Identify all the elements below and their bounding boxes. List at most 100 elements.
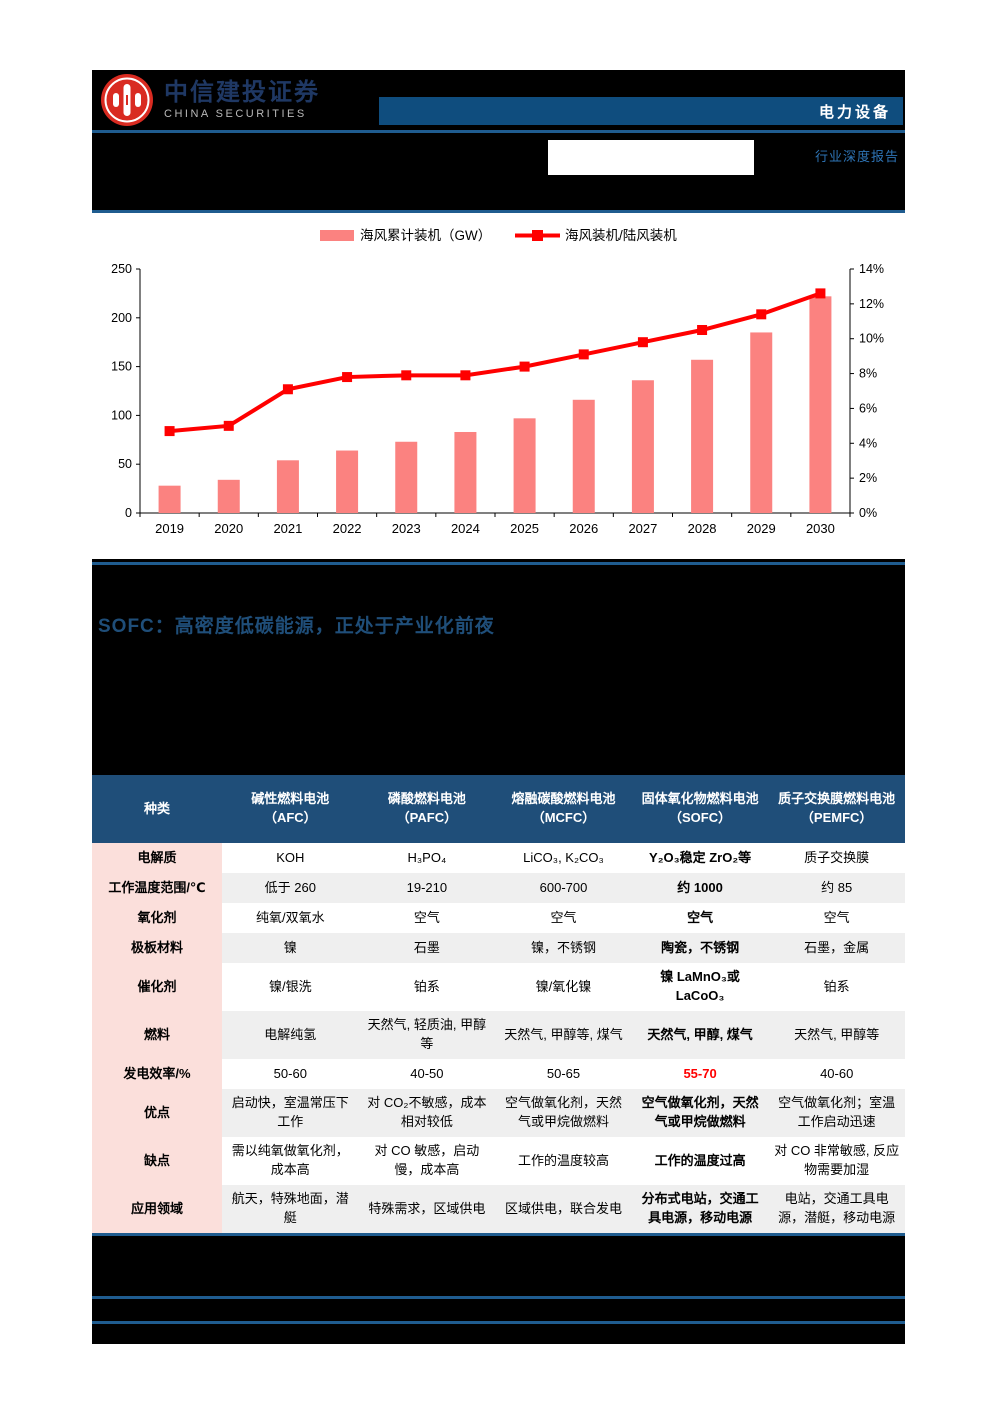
bar-offshore-capacity (276, 460, 299, 513)
x-axis-label: 2025 (510, 521, 539, 536)
table-cell: 50-65 (495, 1059, 632, 1089)
x-axis-label: 2030 (806, 521, 835, 536)
table-cell: 分布式电站，交通工具电源，移动电源 (631, 1185, 769, 1233)
bar-offshore-capacity (631, 380, 654, 513)
table-cell: 空气 (358, 903, 496, 933)
table-cell: H₃PO₄ (358, 843, 496, 873)
x-axis-label: 2023 (392, 521, 421, 536)
x-axis-label: 2029 (747, 521, 776, 536)
divider-line-bottom-1 (92, 1296, 905, 1299)
row-label: 缺点 (92, 1137, 222, 1185)
bar-offshore-capacity (336, 450, 359, 513)
table-cell: 纯氧/双氧水 (222, 903, 359, 933)
legend-line-marker (532, 230, 543, 241)
legend-bar-swatch (320, 230, 354, 241)
row-label: 优点 (92, 1089, 222, 1137)
table-header-cell: 固体氧化物燃料电池 （SOFC） (631, 775, 769, 843)
brand-name-cn: 中信建投证券 (164, 78, 320, 106)
table-cell: 区域供电，联合发电 (495, 1185, 632, 1233)
line-offshore-ratio (169, 291, 822, 434)
legend-bar-label: 海风累计装机（GW） (360, 228, 491, 243)
fuel-cell-table-wrap: 种类 碱性燃料电池 （AFC） 磷酸燃料电池 （PAFC） 熔融碳酸燃料电池 （MCFC）固… (92, 775, 905, 1236)
table-header-cell: 磷酸燃料电池 （PAFC） (358, 775, 496, 843)
table-cell: 特殊需求，区域供电 (358, 1185, 496, 1233)
table-cell: 空气 (495, 903, 632, 933)
table-cell: Y₂O₃稳定 ZrO₂等 (631, 843, 769, 873)
left-axis-label: 250 (111, 262, 132, 276)
table-cell: 对 CO₂不敏感，成本相对较低 (358, 1089, 496, 1137)
x-axis-label: 2027 (628, 521, 657, 536)
left-axis-label: 100 (111, 408, 132, 422)
report-content-area: 中信建投证券 CHINA SECURITIES 电力设备 行业深度报告 0 50 1… (92, 70, 905, 1344)
brand-text: 中信建投证券 CHINA SECURITIES (164, 78, 320, 120)
divider-line-top (92, 130, 905, 133)
row-label: 催化剂 (92, 963, 222, 1011)
bar-offshore-capacity (572, 399, 595, 513)
x-axis-label: 2028 (688, 521, 717, 536)
bar-offshore-capacity (217, 479, 240, 513)
line-marker (519, 361, 530, 372)
divider-line-bottom-2 (92, 1321, 905, 1324)
table-cell: 约 85 (768, 873, 905, 903)
table-cell: 对 CO 敏感，启动慢，成本高 (358, 1137, 496, 1185)
table-cell: 空气做氧化剂，天然气或甲烷做燃料 (631, 1089, 769, 1137)
line-marker (578, 349, 589, 360)
left-axis-label: 150 (111, 360, 132, 374)
report-type-label: 行业深度报告 (814, 149, 899, 164)
line-marker (815, 288, 826, 299)
line-marker (460, 370, 471, 381)
x-axis-label: 2026 (569, 521, 598, 536)
table-cell: 陶瓷，不锈钢 (631, 933, 769, 963)
table-cell: 启动快，室温常压下工作 (222, 1089, 359, 1137)
right-axis-label: 6% (859, 401, 877, 415)
bar-offshore-capacity (750, 332, 773, 513)
table-cell: 19-210 (358, 873, 496, 903)
table-cell: 铂系 (358, 963, 496, 1011)
table-cell: 空气 (768, 903, 905, 933)
row-label: 燃料 (92, 1011, 222, 1059)
table-cell: 石墨 (358, 933, 496, 963)
left-axis-label: 0 (125, 506, 132, 520)
table-cell: 55-70 (631, 1059, 769, 1089)
table-cell: 约 1000 (631, 873, 769, 903)
table-cell: 空气做氧化剂，天然气或甲烷做燃料 (495, 1089, 632, 1137)
x-axis-label: 2024 (451, 521, 480, 536)
table-header-cell: 碱性燃料电池 （AFC） (222, 775, 359, 843)
chart-axes (139, 269, 851, 514)
table-cell: 质子交换膜 (768, 843, 905, 873)
table-cell: 工作的温度过高 (631, 1137, 769, 1185)
x-axis-label: 2019 (155, 521, 184, 536)
bar-offshore-capacity (395, 441, 418, 513)
right-axis-label: 12% (859, 297, 884, 311)
table-cell: 铂系 (768, 963, 905, 1011)
line-marker (223, 420, 234, 431)
table-cell: KOH (222, 843, 359, 873)
x-axis-label: 2020 (214, 521, 243, 536)
section-title: SOFC：高密度低碳能源，正处于产业化前夜 (98, 616, 495, 637)
table-cell: 需以纯氧做氧化剂，成本高 (222, 1137, 359, 1185)
right-axis-label: 4% (859, 436, 877, 450)
table-cell: 石墨，金属 (768, 933, 905, 963)
bar-offshore-capacity (454, 431, 477, 513)
right-axis-label: 0% (859, 506, 877, 520)
fuel-cell-comparison-table: 种类 碱性燃料电池 （AFC） 磷酸燃料电池 （PAFC） 熔融碳酸燃料电池 （MCFC）固… (92, 775, 905, 1233)
table-row: 发电效率/% 50-60 40-50 50-65 55-70 40-60 (92, 1059, 905, 1089)
bar-offshore-capacity (691, 359, 714, 513)
bar-offshore-capacity (809, 296, 832, 513)
table-cell: 天然气, 甲醇等 (768, 1011, 905, 1059)
offshore-wind-chart: 0 50 100 150 200 250 0% 2% 4% 6% 8% 10% 12% 14% 2019 20… (111, 228, 884, 536)
table-row: 应用领域 航天，特殊地面，潜艇 特殊需求，区域供电 区域供电，联合发电 分布式电站，交通… (92, 1185, 905, 1233)
table-cell: 空气 (631, 903, 769, 933)
bar-offshore-capacity (513, 418, 536, 513)
table-cell: LiCO₃, K₂CO₃ (495, 843, 632, 873)
line-marker (401, 370, 412, 381)
right-axis-label: 10% (859, 332, 884, 346)
table-cell: 镍/氧化镍 (495, 963, 632, 1011)
table-cell: 镍 (222, 933, 359, 963)
line-marker (282, 384, 293, 395)
line-marker (637, 337, 648, 348)
table-cell: 40-60 (768, 1059, 905, 1089)
offshore-wind-chart-panel: 0 50 100 150 200 250 0% 2% 4% 6% 8% 10% 12% 14% 2019 20… (92, 210, 905, 559)
table-cell: 600-700 (495, 873, 632, 903)
